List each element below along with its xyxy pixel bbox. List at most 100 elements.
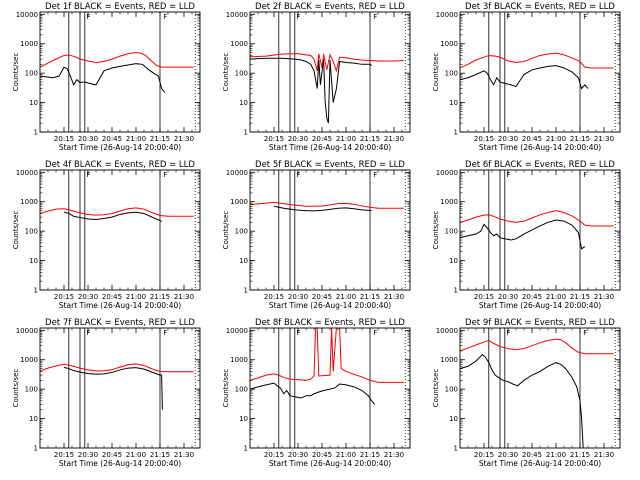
x-tick-label: 21:00 (336, 293, 356, 301)
x-axis-label: Start Time (26-Aug-14 20:00:40) (59, 301, 181, 310)
x-tick-label: 21:00 (126, 135, 146, 143)
x-tick-label: 20:15 (54, 451, 74, 459)
x-axis-label: Start Time (26-Aug-14 20:00:40) (269, 143, 391, 152)
x-tick-label: 21:15 (360, 451, 380, 459)
panel-title: Det 7f BLACK = Events, RED = LLD (45, 318, 195, 328)
plot-frame (39, 169, 201, 291)
y-tick-label: 10000 (226, 169, 248, 177)
x-tick-label: 20:45 (102, 135, 122, 143)
x-tick-label: 20:30 (78, 451, 98, 459)
marker-label: F (163, 13, 167, 21)
y-tick-label: 100 (445, 70, 458, 78)
y-tick-label: 10 (239, 99, 248, 107)
y-tick-label: 10000 (226, 327, 248, 335)
y-tick-label: 100 (235, 70, 248, 78)
y-tick-label: 10 (29, 415, 38, 423)
x-tick-label: 21:15 (570, 451, 590, 459)
x-axis-label: Start Time (26-Aug-14 20:00:40) (479, 459, 601, 468)
y-tick-label: 100 (25, 70, 38, 78)
marker-label: F (163, 171, 167, 179)
y-tick-label: 1 (244, 129, 248, 137)
marker-label: F (583, 329, 587, 337)
y-tick-label: 10000 (16, 11, 38, 19)
series-events-line (39, 63, 166, 93)
x-tick-label: 21:00 (546, 451, 566, 459)
x-tick-label: 21:15 (150, 293, 170, 301)
x-axis-label: Start Time (26-Aug-14 20:00:40) (479, 143, 601, 152)
marker-label: F (506, 171, 510, 179)
series-events-line (459, 219, 586, 250)
y-axis-label: Counts/sec (222, 211, 230, 250)
marker-label: F (373, 171, 377, 179)
y-tick-label: 1 (34, 287, 38, 295)
x-tick-label: 20:15 (264, 451, 284, 459)
x-tick-label: 21:00 (126, 293, 146, 301)
y-tick-label: 1000 (230, 40, 248, 48)
series-lld-line (39, 363, 194, 373)
x-tick-label: 20:15 (54, 135, 74, 143)
x-tick-label: 21:00 (546, 135, 566, 143)
y-tick-label: 10 (449, 257, 458, 265)
y-tick-label: 10 (239, 415, 248, 423)
series-lld-line (249, 53, 404, 73)
series-events-line (63, 366, 163, 410)
x-tick-label: 21:00 (546, 293, 566, 301)
marker-label: F (506, 13, 510, 21)
y-tick-label: 100 (235, 386, 248, 394)
y-tick-label: 10 (239, 257, 248, 265)
y-tick-label: 1 (34, 445, 38, 453)
plot-frame (39, 11, 201, 133)
series-events-line (249, 57, 372, 124)
x-tick-label: 21:00 (336, 451, 356, 459)
x-tick-label: 21:30 (384, 451, 404, 459)
y-tick-label: 100 (25, 386, 38, 394)
panel-title: Det 1f BLACK = Events, RED = LLD (45, 2, 195, 12)
x-tick-label: 20:30 (498, 135, 518, 143)
series-lld-line (39, 207, 194, 217)
x-tick-label: 21:30 (174, 293, 194, 301)
x-axis-label: Start Time (26-Aug-14 20:00:40) (479, 301, 601, 310)
x-axis-label: Start Time (26-Aug-14 20:00:40) (59, 459, 181, 468)
x-tick-label: 21:30 (384, 135, 404, 143)
marker-label: F (86, 329, 90, 337)
marker-label: F (296, 13, 300, 21)
x-tick-label: 20:15 (54, 293, 74, 301)
marker-label: F (583, 171, 587, 179)
y-tick-label: 100 (235, 228, 248, 236)
y-tick-label: 10000 (436, 327, 458, 335)
x-tick-label: 21:00 (126, 451, 146, 459)
y-tick-label: 10000 (436, 169, 458, 177)
x-tick-label: 21:30 (594, 451, 614, 459)
y-axis-label: Counts/sec (432, 53, 440, 92)
x-axis-label: Start Time (26-Aug-14 20:00:40) (269, 459, 391, 468)
plot-frame (459, 11, 621, 133)
x-tick-label: 21:15 (150, 135, 170, 143)
plot-frame (39, 327, 201, 449)
series-lld-line (249, 201, 404, 209)
x-tick-label: 21:30 (174, 451, 194, 459)
series-lld-line (459, 52, 614, 69)
x-tick-label: 20:15 (264, 135, 284, 143)
panel-title: Det 8f BLACK = Events, RED = LLD (255, 318, 405, 328)
x-tick-label: 21:30 (384, 293, 404, 301)
x-tick-label: 20:30 (78, 135, 98, 143)
x-tick-label: 21:30 (594, 135, 614, 143)
y-tick-label: 10000 (16, 169, 38, 177)
x-tick-label: 21:00 (336, 135, 356, 143)
y-axis-label: Counts/sec (222, 53, 230, 92)
y-tick-label: 10000 (436, 11, 458, 19)
y-tick-label: 1000 (20, 356, 38, 364)
y-tick-label: 1 (454, 129, 458, 137)
x-tick-label: 20:45 (522, 135, 542, 143)
x-tick-label: 20:45 (312, 451, 332, 459)
series-events-line (249, 382, 376, 405)
x-tick-label: 20:45 (522, 293, 542, 301)
y-axis-label: Counts/sec (432, 369, 440, 408)
x-tick-label: 20:15 (474, 451, 494, 459)
x-tick-label: 20:45 (312, 135, 332, 143)
marker-label: F (506, 329, 510, 337)
x-tick-label: 20:15 (264, 293, 284, 301)
